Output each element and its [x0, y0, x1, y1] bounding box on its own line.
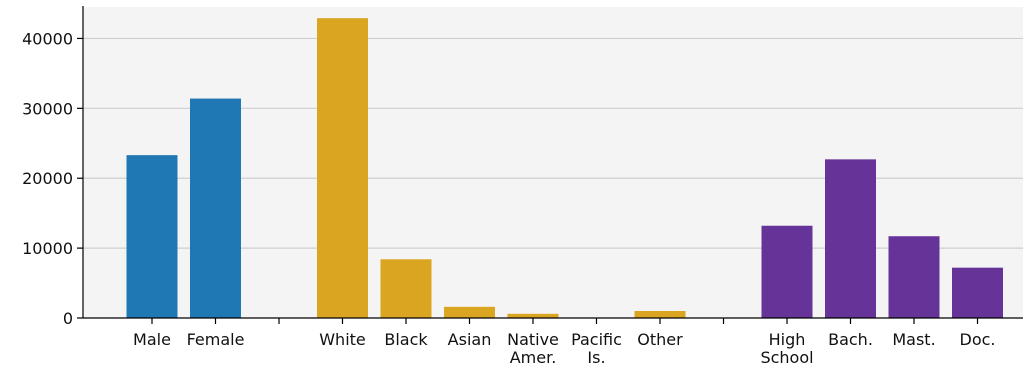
bar-asian	[444, 306, 495, 318]
x-tick-label-line: Doc.	[960, 330, 996, 349]
x-tick-label-line: Mast.	[892, 330, 935, 349]
bar-white	[317, 18, 368, 319]
x-tick-label-line: Bach.	[828, 330, 873, 349]
bar-mast	[888, 236, 940, 318]
x-tick-label-line: Pacific	[571, 330, 622, 349]
x-tick-label-line: School	[760, 348, 813, 367]
x-tick-label-line: Amer.	[510, 348, 557, 367]
x-tick-label: Doc.	[960, 330, 996, 349]
bar-bach	[825, 159, 876, 318]
bar-doc	[952, 267, 1003, 318]
x-tick-label: Female	[187, 330, 245, 349]
y-axis-ticks: 0 10000 20000 30000 40000	[22, 29, 83, 328]
x-tick-label: White	[319, 330, 366, 349]
x-tick-label-line: Other	[637, 330, 683, 349]
bars	[126, 18, 1003, 319]
x-tick-label: Mast.	[892, 330, 935, 349]
x-tick-label: Asian	[448, 330, 492, 349]
x-tick-label-line: Black	[384, 330, 428, 349]
bar-other	[634, 311, 686, 318]
x-tick-label-line: High	[769, 330, 806, 349]
y-tick-label-2: 20000	[22, 169, 73, 188]
x-tick-label: Other	[637, 330, 683, 349]
x-axis-ticks: Male Female White Black Asian Native Amer. Paci…	[133, 318, 996, 367]
x-tick-label: Black	[384, 330, 428, 349]
y-tick-label-4: 40000	[22, 29, 73, 48]
x-tick-label: High School	[760, 330, 813, 367]
x-tick-label-line: White	[319, 330, 366, 349]
bar-female	[190, 98, 241, 318]
y-tick-label-3: 30000	[22, 99, 73, 118]
x-tick-label-line: Is.	[587, 348, 605, 367]
x-tick-label: Pacific Is.	[571, 330, 622, 367]
x-tick-label-line: Female	[187, 330, 245, 349]
bar-male	[126, 155, 178, 318]
y-tick-label-1: 10000	[22, 239, 73, 258]
x-tick-label-line: Native	[507, 330, 559, 349]
y-tick-label-0: 0	[63, 309, 73, 328]
axes	[82, 6, 1023, 319]
bar-native-amer	[507, 313, 559, 318]
x-tick-label: Bach.	[828, 330, 873, 349]
x-tick-label: Male	[133, 330, 171, 349]
bar-high-school	[761, 225, 813, 318]
bar-black	[380, 259, 432, 318]
x-tick-label: Native Amer.	[507, 330, 559, 367]
x-tick-label-line: Asian	[448, 330, 492, 349]
x-tick-label-line: Male	[133, 330, 171, 349]
